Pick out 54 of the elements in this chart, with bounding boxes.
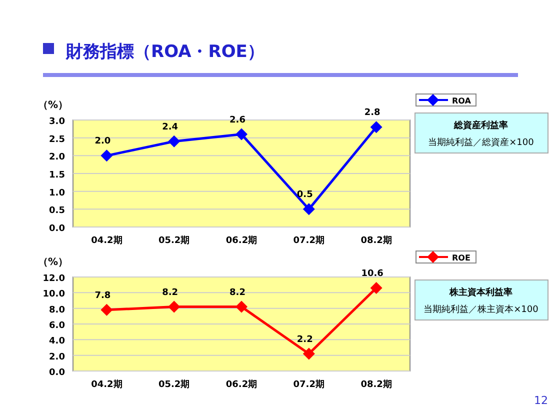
y-tick-label: 8.0 [49, 305, 65, 316]
data-label: 2.6 [230, 115, 246, 126]
y-tick-label: 0.0 [49, 368, 65, 378]
x-tick-label: 04.2期 [91, 235, 122, 246]
data-label: 2.0 [94, 136, 111, 147]
y-tick-label: 2.5 [49, 134, 65, 145]
text: 株主資本利益率 [448, 287, 512, 298]
point [370, 282, 382, 294]
y-tick-label: 1.0 [49, 188, 65, 198]
y-axis-title: （%） [38, 100, 68, 111]
data-label: 2.2 [296, 334, 313, 345]
point [100, 304, 113, 316]
y-axis-title: （%） [38, 257, 68, 268]
x-tick-label: 08.2期 [360, 379, 392, 390]
point [100, 150, 113, 162]
point [168, 135, 180, 148]
chart-title: 財務指標（ROA・ROE） [65, 42, 264, 62]
point [370, 121, 382, 134]
text: 当期純利益／総資産×100 [428, 137, 534, 148]
y-tick-label: 6.0 [49, 321, 65, 331]
point [302, 203, 315, 216]
y-tick-label: 12.0 [42, 274, 65, 284]
data-label: 8.2 [230, 288, 246, 298]
point [236, 128, 248, 140]
y-tick-label: 4.0 [49, 336, 65, 347]
point [168, 300, 180, 313]
data-label: 7.8 [94, 290, 111, 301]
data-label: 2.4 [162, 122, 178, 132]
y-tick-label: 0.0 [49, 224, 65, 234]
x-tick-label: 08.2期 [360, 235, 392, 246]
data-label: 10.6 [361, 268, 384, 279]
legend-label: ROE [452, 254, 470, 262]
legend-label: ROA [452, 96, 472, 106]
point [236, 300, 248, 313]
text: 12 [534, 394, 548, 407]
x-tick-label: 06.2期 [226, 235, 258, 246]
y-tick-label: 3.0 [49, 117, 65, 127]
x-tick-label: 07.2期 [293, 235, 325, 246]
y-tick-label: 2.0 [49, 352, 65, 362]
data-label: 2.8 [364, 108, 380, 118]
x-tick-label: 06.2期 [226, 379, 258, 390]
y-tick-label: 2.0 [49, 152, 65, 163]
data-label: 0.5 [296, 190, 313, 200]
x-tick-label: 05.2期 [158, 235, 190, 246]
text: 当期純利益／株主資本×100 [424, 304, 539, 315]
y-tick-label: 0.5 [49, 206, 65, 216]
x-tick-label: 04.2期 [91, 379, 122, 390]
x-tick-label: 05.2期 [158, 379, 190, 390]
point [302, 348, 315, 360]
y-tick-label: 10.0 [42, 290, 65, 300]
text: 総資産利益率 [453, 120, 508, 131]
data-label: 8.2 [162, 288, 178, 298]
y-tick-label: 1.5 [49, 170, 65, 180]
x-tick-label: 07.2期 [293, 379, 325, 390]
